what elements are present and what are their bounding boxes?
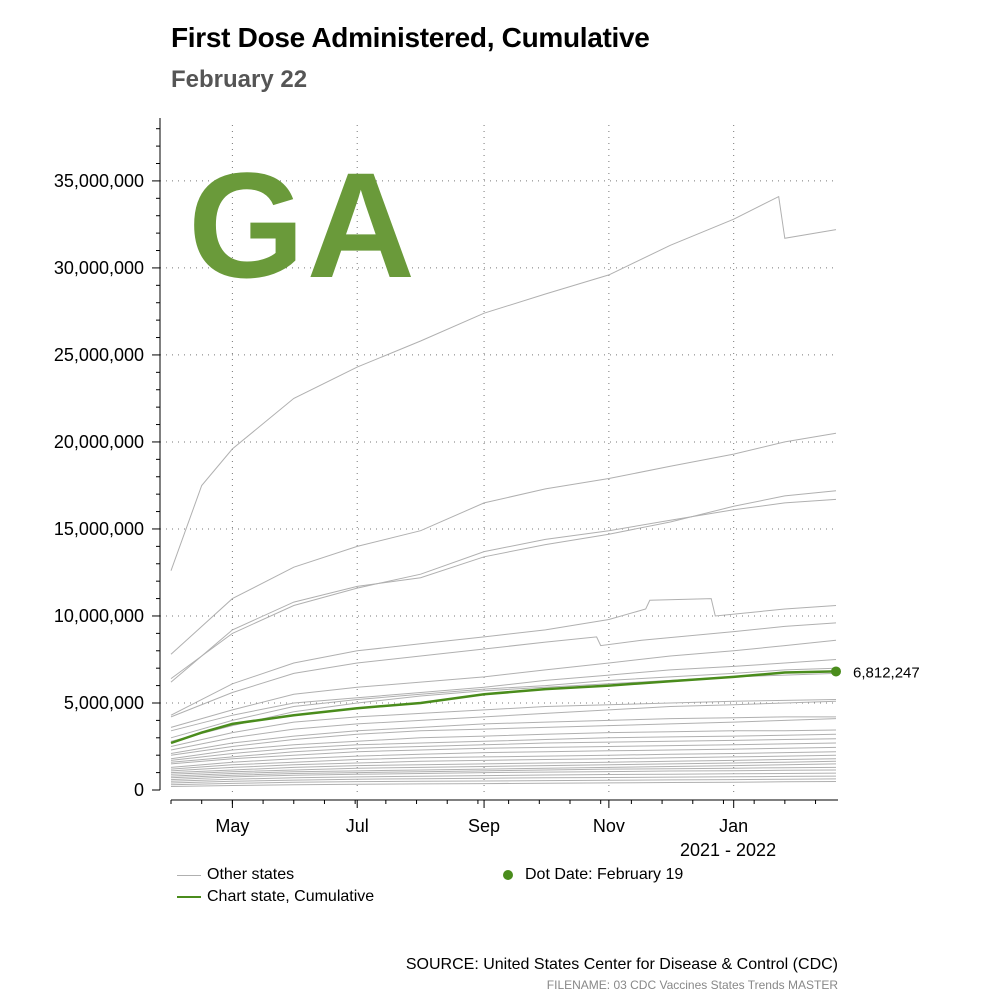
other-state-line xyxy=(170,778,837,786)
x-tick-label: Nov xyxy=(593,816,625,836)
latest-value-dot xyxy=(831,666,841,677)
x-tick-label: May xyxy=(215,816,249,836)
legend-swatch-other xyxy=(177,874,201,876)
other-state-line xyxy=(170,775,837,784)
legend-item-chart-state: Chart state, Cumulative xyxy=(177,888,374,906)
other-state-line xyxy=(170,733,837,761)
other-state-line xyxy=(170,769,837,781)
state-abbreviation: GA xyxy=(188,141,417,309)
other-state-line xyxy=(170,667,837,739)
latest-value-label: 6,812,247 xyxy=(853,664,920,681)
y-tick-label: 30,000,000 xyxy=(54,258,144,278)
filename-note: FILENAME: 03 CDC Vaccines States Trends … xyxy=(546,978,838,992)
other-state-line xyxy=(170,718,837,756)
other-state-line xyxy=(170,598,837,716)
other-state-line xyxy=(170,751,837,770)
legend-label-chart-state: Chart state, Cumulative xyxy=(207,888,375,905)
x-tick-label: Sep xyxy=(468,816,500,836)
other-state-line xyxy=(170,742,837,765)
other-state-line xyxy=(170,772,837,782)
other-state-line xyxy=(170,758,837,774)
other-state-line xyxy=(170,700,837,751)
chart-title: First Dose Administered, Cumulative xyxy=(171,22,650,53)
y-tick-label: 35,000,000 xyxy=(54,171,144,191)
other-state-line xyxy=(170,432,837,655)
chart-subtitle: February 22 xyxy=(171,66,308,93)
y-tick-label: 25,000,000 xyxy=(54,345,144,365)
y-tick-label: 5,000,000 xyxy=(64,693,144,713)
legend-label-other: Other states xyxy=(207,866,295,883)
other-state-line xyxy=(170,699,837,747)
legend-label-dot-date: Dot Date: February 19 xyxy=(525,866,684,883)
other-state-line xyxy=(170,760,837,775)
other-state-line xyxy=(170,639,837,728)
axes: 0 5,000,000 10,000,000 15,000,000 20,000,000… xyxy=(54,118,838,836)
other-state-line xyxy=(170,763,837,777)
y-tick-label: 10,000,000 xyxy=(54,606,144,626)
y-tick-label: 20,000,000 xyxy=(54,432,144,452)
other-state-line xyxy=(170,622,837,718)
other-state-line xyxy=(170,766,837,779)
other-state-line xyxy=(170,738,837,763)
y-tick-label: 15,000,000 xyxy=(54,519,144,539)
other-state-line xyxy=(170,781,837,787)
chart-state-line xyxy=(170,670,837,745)
other-state-line xyxy=(170,716,836,754)
other-state-line xyxy=(170,659,837,732)
legend-item-dot-date: Dot Date: February 19 xyxy=(503,866,683,884)
other-state-line xyxy=(170,746,837,768)
legend-item-other-states: Other states xyxy=(177,866,294,884)
source-note: SOURCE: United States Center for Disease… xyxy=(405,956,838,973)
y-tick-label: 0 xyxy=(134,780,144,800)
legend-swatch-dot xyxy=(503,870,513,880)
x-tick-label: Jul xyxy=(346,816,369,836)
chart-state-series: 6,812,247 xyxy=(170,664,920,745)
other-state-line xyxy=(170,754,837,772)
other-state-line xyxy=(170,498,837,680)
other-state-line xyxy=(170,490,837,683)
x-tick-label: Jan xyxy=(719,816,748,836)
legend-swatch-chart-state xyxy=(177,896,201,898)
x-axis-label: 2021 - 2022 xyxy=(680,840,777,860)
other-state-line xyxy=(170,195,837,571)
other-state-line xyxy=(170,729,837,760)
